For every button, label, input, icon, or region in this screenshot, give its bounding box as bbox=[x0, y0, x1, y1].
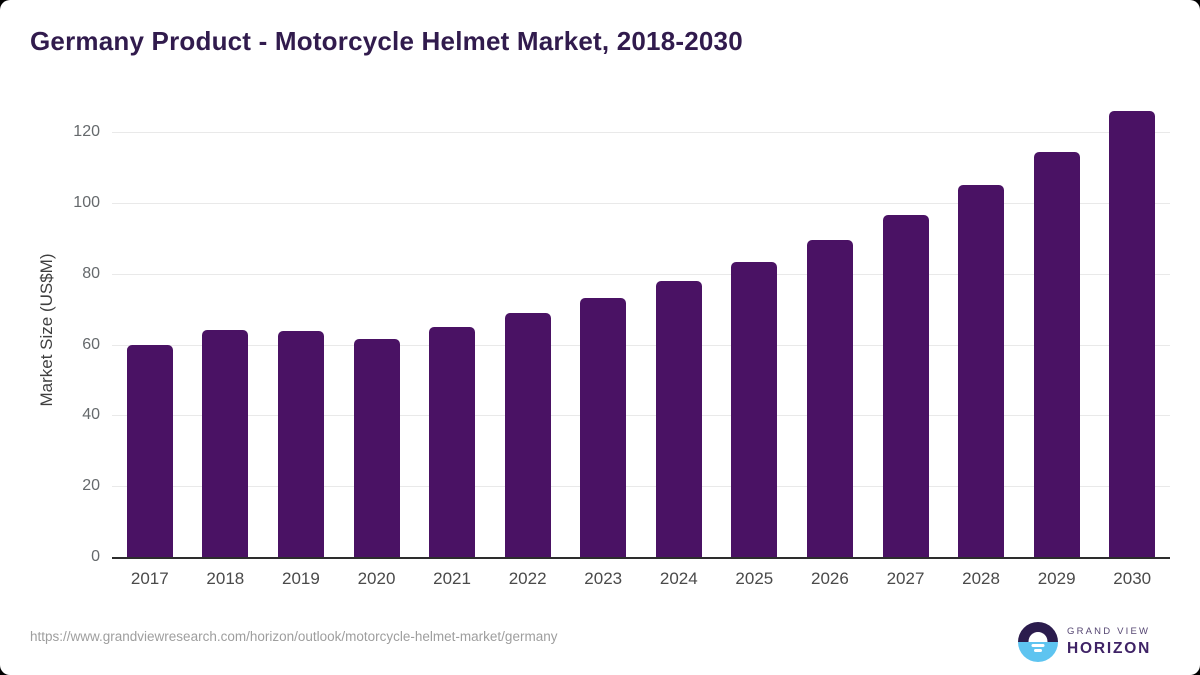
bar-2022 bbox=[504, 313, 551, 557]
gridline-120 bbox=[112, 132, 1170, 134]
brand-name-bottom: HORIZON bbox=[1067, 640, 1152, 657]
bar-2024 bbox=[655, 280, 702, 557]
logo-sun-reflection-1 bbox=[1031, 644, 1045, 647]
bar-2017 bbox=[126, 344, 173, 557]
horizon-sun-icon bbox=[1018, 622, 1058, 662]
bar-2019 bbox=[277, 331, 324, 557]
bar-2020 bbox=[353, 339, 400, 557]
x-tick-label: 2027 bbox=[886, 569, 925, 588]
bar-2028 bbox=[958, 185, 1005, 557]
logo-sea-half bbox=[1018, 642, 1058, 662]
x-tick-label: 2019 bbox=[282, 569, 320, 588]
y-tick-label: 60 bbox=[82, 335, 100, 353]
x-tick-label: 2026 bbox=[811, 569, 849, 588]
brand-logo: GRAND VIEW HORIZON bbox=[1018, 622, 1151, 662]
y-tick-label: 80 bbox=[82, 264, 100, 282]
source-url: https://www.grandviewresearch.com/horizo… bbox=[30, 629, 558, 644]
x-tick-label: 2023 bbox=[584, 569, 623, 588]
x-axis-line bbox=[112, 557, 1170, 559]
y-tick-label: 40 bbox=[82, 406, 100, 424]
bar-2018 bbox=[202, 330, 249, 557]
gridline-60 bbox=[112, 344, 1170, 346]
bar-2025 bbox=[731, 261, 778, 557]
y-tick-label: 0 bbox=[91, 548, 100, 565]
x-tick-label: 2017 bbox=[130, 569, 169, 588]
brand-logo-text: GRAND VIEW HORIZON bbox=[1067, 626, 1151, 658]
bar-2023 bbox=[580, 298, 627, 557]
y-tick-label: 100 bbox=[73, 193, 100, 211]
x-tick-label: 2028 bbox=[962, 569, 1000, 588]
bar-2029 bbox=[1033, 151, 1080, 557]
page-title: Germany Product - Motorcycle Helmet Mark… bbox=[30, 26, 743, 56]
x-tick-label: 2020 bbox=[357, 569, 396, 588]
x-tick-label: 2030 bbox=[1113, 569, 1152, 588]
gridline-40 bbox=[112, 415, 1170, 417]
logo-sun-reflection-2 bbox=[1034, 649, 1042, 652]
bar-2026 bbox=[806, 239, 853, 557]
gridline-100 bbox=[112, 202, 1170, 204]
brand-name-top: GRAND VIEW bbox=[1067, 626, 1151, 637]
y-tick-label: 120 bbox=[73, 123, 100, 141]
x-tick-label: 2029 bbox=[1037, 569, 1076, 588]
bar-2030 bbox=[1109, 111, 1156, 557]
x-tick-label: 2018 bbox=[206, 569, 245, 588]
gridline-20 bbox=[112, 486, 1170, 488]
x-tick-label: 2021 bbox=[433, 569, 471, 588]
x-tick-label: 2024 bbox=[659, 569, 698, 588]
x-tick-label: 2022 bbox=[508, 569, 547, 588]
logo-sun-dome bbox=[1028, 632, 1048, 642]
gridline-80 bbox=[112, 273, 1170, 275]
y-tick-label: 20 bbox=[82, 477, 100, 495]
x-tick-label: 2025 bbox=[735, 569, 774, 588]
bar-2021 bbox=[429, 326, 476, 557]
bar-2027 bbox=[882, 214, 929, 557]
